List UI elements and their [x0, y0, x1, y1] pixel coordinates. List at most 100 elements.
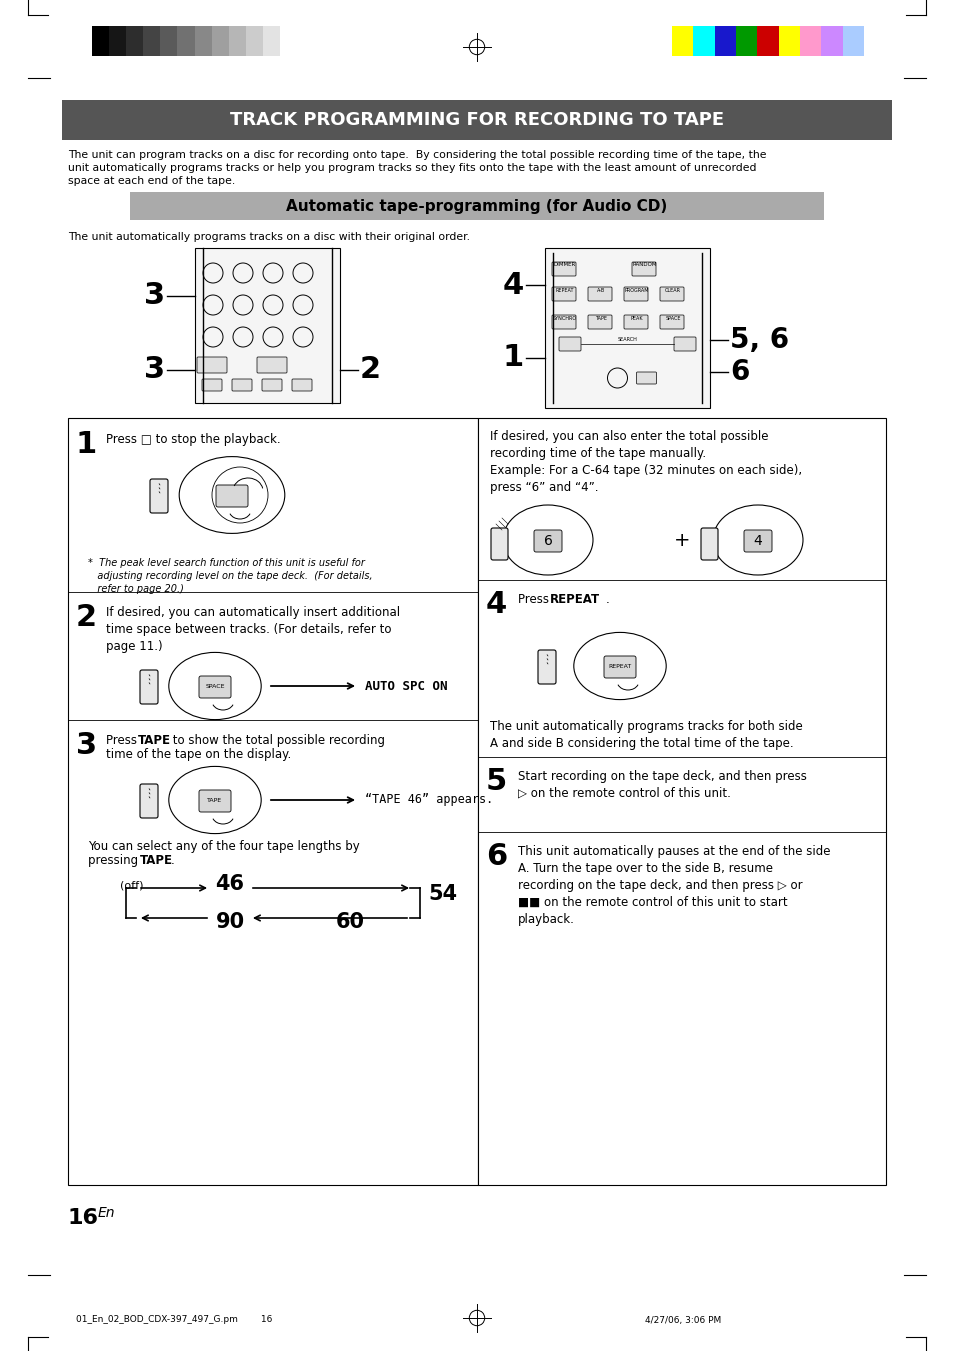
Text: “TAPE 46” appears.: “TAPE 46” appears.	[365, 793, 493, 807]
Text: 4: 4	[753, 534, 761, 549]
Text: 6: 6	[485, 842, 507, 871]
Text: 1: 1	[76, 430, 97, 459]
Text: +: +	[673, 531, 690, 550]
FancyBboxPatch shape	[140, 670, 158, 704]
Text: 60: 60	[335, 912, 364, 932]
FancyBboxPatch shape	[636, 372, 656, 384]
FancyBboxPatch shape	[743, 530, 771, 553]
Text: 46: 46	[215, 874, 244, 894]
FancyBboxPatch shape	[140, 784, 158, 817]
Text: *  The peak level search function of this unit is useful for
   adjusting record: * The peak level search function of this…	[88, 558, 373, 594]
Bar	[194, 249, 339, 403]
Text: .: .	[605, 593, 609, 607]
Text: The unit automatically programs tracks for both side
A and side B considering th: The unit automatically programs tracks f…	[490, 720, 801, 750]
Text: Press: Press	[517, 593, 552, 607]
Bar	[671, 26, 693, 55]
Bar	[778, 26, 800, 55]
Text: Press: Press	[106, 734, 141, 747]
FancyBboxPatch shape	[700, 528, 718, 561]
Text: If desired, you can also enter the total possible
recording time of the tape man: If desired, you can also enter the total…	[490, 430, 801, 494]
Text: REPEAT: REPEAT	[608, 665, 631, 670]
Text: En: En	[98, 1206, 115, 1220]
Text: 2: 2	[359, 355, 381, 385]
Text: 4: 4	[502, 270, 523, 300]
Text: 3: 3	[144, 355, 165, 385]
FancyBboxPatch shape	[199, 790, 231, 812]
Text: space at each end of the tape.: space at each end of the tape.	[68, 176, 235, 186]
Text: CLEAR: CLEAR	[664, 288, 680, 293]
Bar	[693, 26, 714, 55]
Bar	[130, 192, 823, 220]
Text: 5, 6: 5, 6	[729, 326, 788, 354]
Text: You can select any of the four tape lengths by: You can select any of the four tape leng…	[88, 840, 359, 852]
Bar	[477, 417, 885, 1185]
Bar	[109, 26, 126, 55]
Text: SEARCH: SEARCH	[617, 336, 637, 342]
Text: SPACE: SPACE	[664, 316, 680, 320]
Bar	[263, 26, 280, 55]
FancyBboxPatch shape	[150, 480, 168, 513]
Bar	[177, 26, 194, 55]
Text: 90: 90	[215, 912, 244, 932]
Text: If desired, you can automatically insert additional
time space between tracks. (: If desired, you can automatically insert…	[106, 607, 399, 653]
Bar	[126, 26, 143, 55]
FancyBboxPatch shape	[552, 262, 576, 276]
Text: 54: 54	[428, 884, 456, 904]
Text: RANDOM: RANDOM	[632, 262, 657, 267]
Bar	[229, 26, 246, 55]
Text: 3: 3	[144, 281, 165, 311]
FancyBboxPatch shape	[232, 380, 252, 390]
Text: This unit automatically pauses at the end of the side
A. Turn the tape over to t: This unit automatically pauses at the en…	[517, 844, 830, 925]
Bar	[194, 26, 212, 55]
Bar	[246, 26, 263, 55]
Text: The unit can program tracks on a disc for recording onto tape.  By considering t: The unit can program tracks on a disc fo…	[68, 150, 765, 159]
Bar	[143, 26, 160, 55]
Bar	[757, 26, 778, 55]
Text: TAPE: TAPE	[207, 798, 222, 804]
FancyBboxPatch shape	[262, 380, 282, 390]
FancyBboxPatch shape	[587, 315, 612, 330]
FancyBboxPatch shape	[558, 336, 580, 351]
Bar	[735, 26, 757, 55]
Text: Automatic tape-programming (for Audio CD): Automatic tape-programming (for Audio CD…	[286, 199, 667, 213]
Text: 4: 4	[485, 590, 507, 619]
FancyBboxPatch shape	[215, 485, 248, 507]
FancyBboxPatch shape	[292, 380, 312, 390]
Text: .: .	[171, 854, 174, 867]
Text: TRACK PROGRAMMING FOR RECORDING TO TAPE: TRACK PROGRAMMING FOR RECORDING TO TAPE	[230, 111, 723, 128]
Text: TAPE: TAPE	[138, 734, 171, 747]
Bar	[212, 26, 229, 55]
FancyBboxPatch shape	[631, 262, 656, 276]
Text: 4/27/06, 3:06 PM: 4/27/06, 3:06 PM	[644, 1316, 720, 1324]
FancyBboxPatch shape	[534, 530, 561, 553]
Text: TAPE: TAPE	[595, 316, 606, 320]
Ellipse shape	[179, 457, 285, 534]
Text: pressing: pressing	[88, 854, 142, 867]
Text: 3: 3	[76, 731, 97, 761]
Text: 5: 5	[485, 767, 507, 796]
Bar	[841, 26, 863, 55]
Text: Press □ to stop the playback.: Press □ to stop the playback.	[106, 434, 280, 446]
Text: TAPE: TAPE	[140, 854, 172, 867]
Ellipse shape	[169, 766, 261, 834]
Text: to show the total possible recording: to show the total possible recording	[169, 734, 385, 747]
FancyBboxPatch shape	[603, 657, 636, 678]
Text: Start recording on the tape deck, and then press
▷ on the remote control of this: Start recording on the tape deck, and th…	[517, 770, 806, 800]
Text: unit automatically programs tracks or help you program tracks so they fits onto : unit automatically programs tracks or he…	[68, 163, 756, 173]
Text: REPEAT: REPEAT	[550, 593, 599, 607]
FancyBboxPatch shape	[196, 357, 227, 373]
Text: REPEAT: REPEAT	[556, 288, 574, 293]
Bar	[91, 26, 109, 55]
Bar	[62, 100, 891, 141]
FancyBboxPatch shape	[673, 336, 696, 351]
Text: 6: 6	[543, 534, 552, 549]
FancyBboxPatch shape	[202, 380, 222, 390]
Text: AUTO SPC ON: AUTO SPC ON	[365, 680, 447, 693]
Text: 2: 2	[76, 603, 97, 632]
Text: SPACE: SPACE	[205, 685, 225, 689]
Text: SYNCHRO: SYNCHRO	[553, 316, 577, 320]
Bar	[821, 26, 841, 55]
Text: 16: 16	[68, 1208, 99, 1228]
FancyBboxPatch shape	[256, 357, 287, 373]
Bar	[544, 249, 709, 408]
